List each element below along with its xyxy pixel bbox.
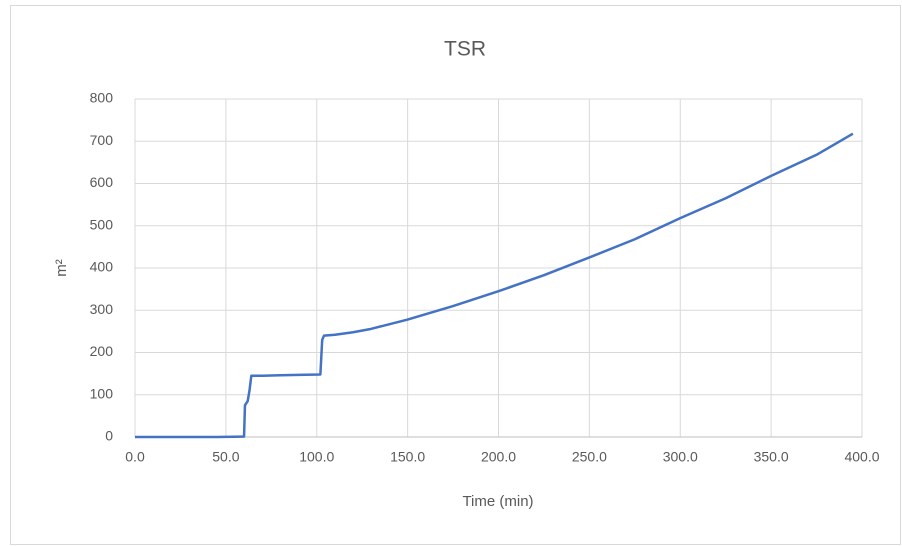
y-tick-label: 600 [90,174,114,190]
y-tick-label: 100 [90,385,114,401]
x-tick-label: 0.0 [125,449,145,465]
x-tick-label: 350.0 [754,449,789,465]
x-tick-label: 250.0 [572,449,607,465]
y-tick-label: 400 [90,259,114,275]
y-tick-label: 200 [90,343,114,359]
y-tick-label: 500 [90,216,114,232]
y-tick-label: 300 [90,301,114,317]
x-tick-label: 200.0 [481,449,516,465]
x-tick-label: 100.0 [299,449,334,465]
y-tick-label: 700 [90,132,114,148]
y-axis-label: m² [53,259,70,277]
x-tick-label: 150.0 [390,449,425,465]
y-tick-label: 0 [105,428,113,444]
x-tick-label: 400.0 [844,449,879,465]
x-axis-label: Time (min) [462,493,533,510]
chart-title: TSR [444,38,486,61]
chart-border [10,5,901,545]
x-tick-label: 300.0 [663,449,698,465]
x-tick-label: 50.0 [212,449,239,465]
y-tick-label: 800 [90,90,114,106]
data-line [135,132,854,439]
